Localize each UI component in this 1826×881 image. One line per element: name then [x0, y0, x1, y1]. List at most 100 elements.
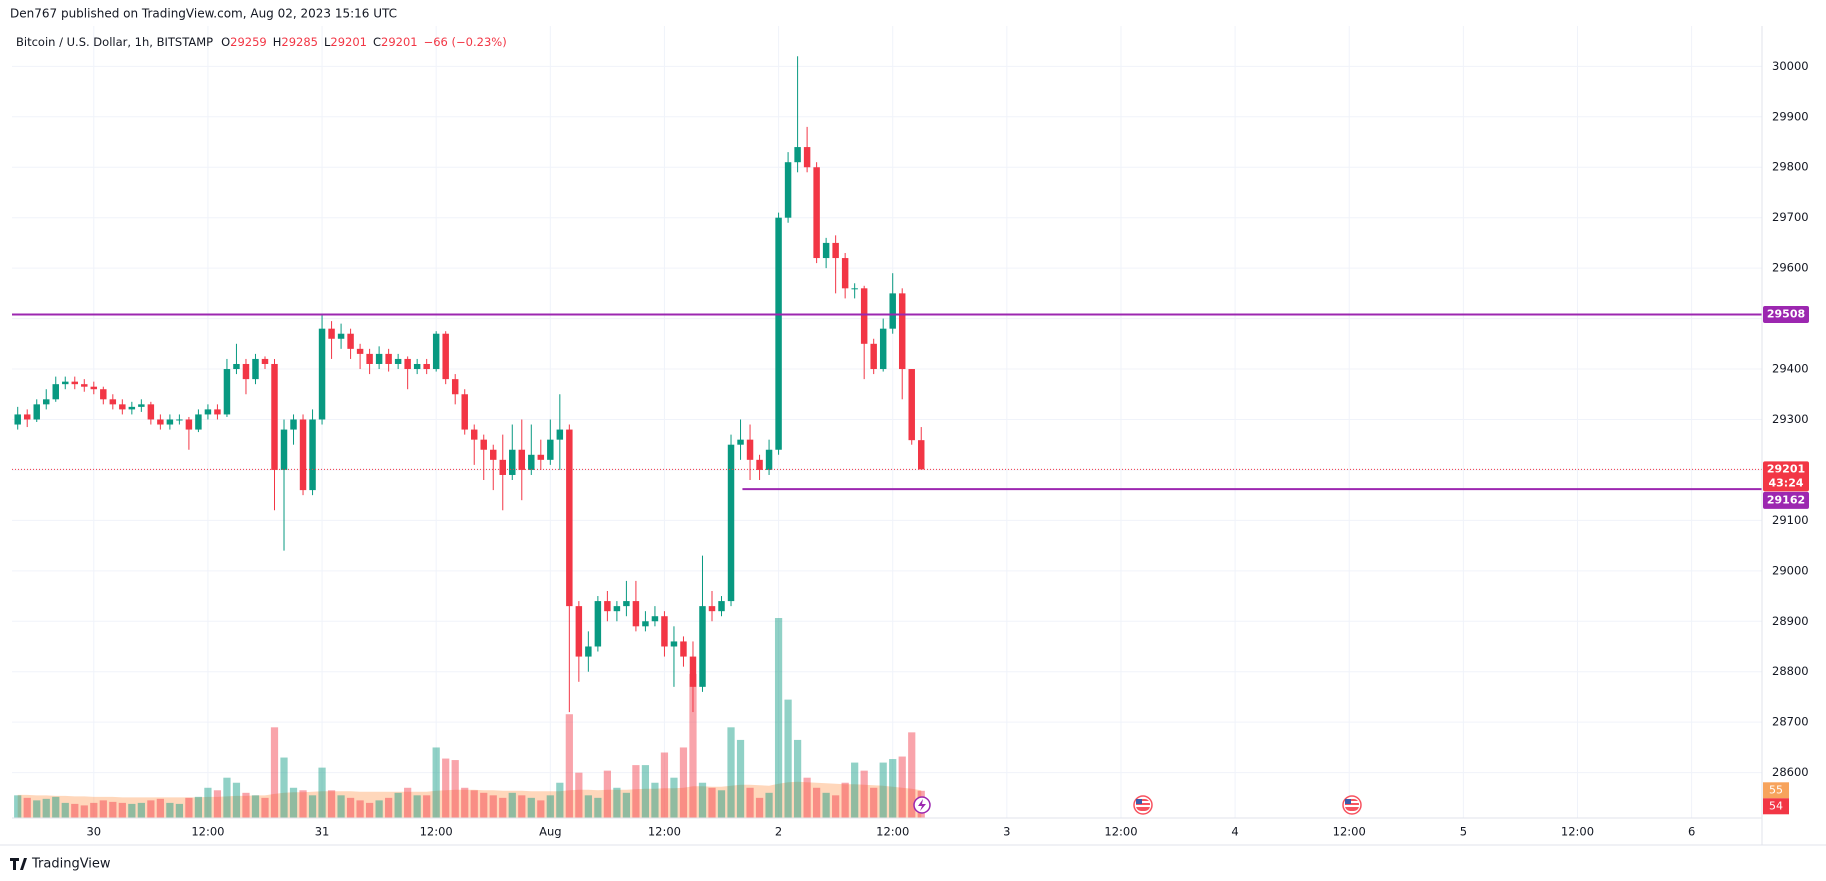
candle-body [385, 353, 392, 364]
volume-bar [118, 802, 126, 818]
candle-body [547, 439, 554, 460]
volume-bar [584, 795, 592, 818]
candle-body [451, 379, 459, 395]
volume-bar [432, 747, 440, 818]
candle-body [176, 419, 183, 421]
y-tick-label: 29100 [1772, 513, 1809, 527]
event-icon[interactable] [913, 796, 931, 814]
candle-body [661, 616, 668, 647]
candle-body [832, 242, 839, 259]
price-chip [1763, 491, 1809, 509]
volume-bar [660, 752, 669, 818]
candle-body [52, 384, 59, 400]
y-tick-label: 29000 [1772, 563, 1809, 577]
candle-body [147, 404, 155, 420]
volume-bar [80, 805, 88, 818]
volume-ma-area [17, 781, 922, 818]
candle-body [185, 419, 193, 430]
event-icon[interactable] [1133, 795, 1153, 815]
volume-bar [908, 732, 916, 818]
candle-body [328, 328, 335, 339]
candle-body [356, 348, 364, 354]
y-tick-label: 29700 [1772, 210, 1809, 224]
flag-canton [1136, 799, 1142, 804]
volume-bar [166, 802, 174, 818]
volume-bar [860, 770, 868, 818]
candle-body [43, 399, 50, 405]
volume-bar [870, 787, 878, 818]
candle-body [737, 439, 744, 445]
flag-canton [1345, 799, 1351, 804]
price-chip-label: 29508 [1767, 308, 1805, 321]
volume-bar [442, 758, 450, 818]
candle-body [889, 293, 896, 329]
candle-body [642, 621, 649, 627]
candle-body [90, 386, 98, 390]
event-icon[interactable] [1342, 795, 1362, 815]
x-tick-label: 5 [1460, 825, 1467, 839]
volume-bar [784, 699, 792, 818]
candle-body [375, 353, 383, 364]
candle-body [604, 601, 611, 612]
volume-bar [99, 800, 107, 818]
candle-body [81, 384, 88, 387]
candle-body [908, 369, 915, 441]
brand-name: TradingView [31, 857, 111, 872]
volume-bar [755, 797, 764, 818]
volume-pane [14, 618, 925, 818]
volume-chip [1763, 782, 1789, 799]
candle-body [71, 381, 79, 385]
volume-bar [346, 797, 355, 818]
volume-bar [622, 792, 631, 818]
price-chip-label: 29201 [1767, 462, 1805, 475]
volume-bar [841, 782, 849, 818]
candle-body [670, 641, 678, 647]
candle-body [252, 358, 259, 380]
volume-bar [147, 800, 155, 818]
legend-item: C [373, 35, 381, 49]
candle-body [242, 363, 250, 380]
candle-body [813, 167, 820, 259]
volume-bar [832, 795, 840, 818]
volume-bar [213, 790, 222, 818]
candle-body [309, 419, 316, 491]
legend-item: H [273, 35, 282, 49]
candle-body [566, 429, 573, 607]
volume-bar [156, 798, 164, 818]
volume-bar [71, 803, 79, 818]
volume-bar [746, 787, 754, 818]
candle-body [442, 333, 449, 380]
y-tick-label: 29900 [1772, 109, 1809, 123]
candle-body [271, 363, 278, 470]
candle-body [337, 333, 345, 339]
candle-body [794, 147, 801, 163]
volume-bar [413, 795, 421, 818]
legend-item: L [324, 35, 331, 49]
candle-body [423, 363, 430, 370]
x-tick-label: 3 [1003, 825, 1010, 839]
candle-body [803, 147, 811, 168]
x-tick-label: 12:00 [1104, 825, 1137, 839]
candle-body [528, 454, 535, 470]
volume-bar [594, 797, 602, 818]
candle-body [14, 414, 21, 425]
candle-body [727, 444, 735, 602]
volume-bar [537, 800, 545, 818]
volume-bar [404, 787, 412, 818]
volume-bar [765, 792, 773, 818]
candle-body [585, 646, 592, 657]
candle-body [233, 363, 240, 370]
volume-bar [137, 802, 145, 818]
volume-bar [365, 802, 374, 818]
candle-body [128, 406, 136, 410]
volume-bar [14, 795, 22, 818]
candle-body [280, 429, 288, 470]
volume-bar [527, 797, 535, 818]
volume-bar [727, 727, 735, 818]
x-tick-label: Aug [539, 825, 561, 839]
candle-body [509, 449, 516, 475]
candle-body [756, 459, 763, 470]
volume-bar [641, 765, 650, 818]
